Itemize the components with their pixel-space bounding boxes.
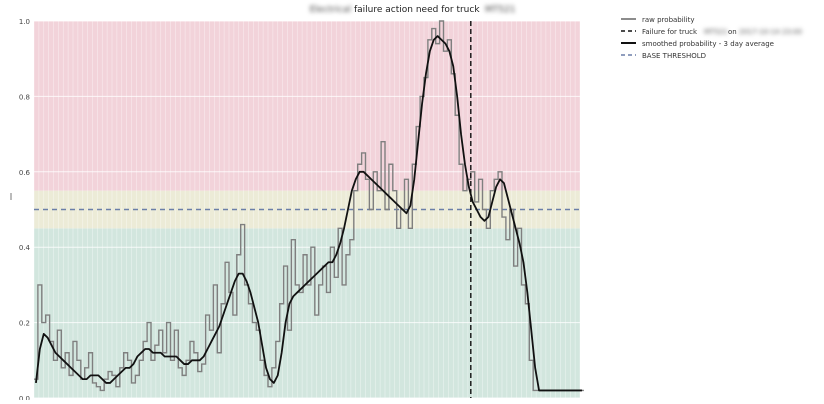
title-redacted-prefix: Electrical xyxy=(310,5,351,15)
legend-entry-raw: raw probability xyxy=(621,16,694,24)
title-redacted-suffix: MT521 xyxy=(485,5,515,15)
legend-label-failure-redacted-1: MT521 xyxy=(704,28,728,36)
legend-label-failure-redacted-2: 2017-10-14 23:00 xyxy=(739,28,802,36)
y-tick-label: 1.0 xyxy=(19,18,30,26)
legend-entry-threshold: BASE THRESHOLD xyxy=(621,52,706,60)
series-layer xyxy=(34,20,584,392)
legend-label-failure-prefix: Failure for truck xyxy=(642,28,698,36)
raw-probability-line xyxy=(34,20,584,392)
y-tick-label: 0.8 xyxy=(19,93,30,101)
smoothed-probability-line xyxy=(35,35,582,392)
y-tick-label: 0.4 xyxy=(19,244,31,252)
chart-title: Electrical failure action need for truck… xyxy=(310,5,516,15)
legend-label-failure-mid: on xyxy=(728,28,737,36)
legend: raw probability Failure for truck MT521 … xyxy=(621,16,802,60)
y-tick-label: 0.0 xyxy=(19,395,30,400)
y-ticks: 0.0 0.2 0.4 0.6 0.8 1.0 xyxy=(19,18,31,403)
legend-label-threshold: BASE THRESHOLD xyxy=(642,52,706,60)
y-tick-label: 0.2 xyxy=(19,320,30,328)
legend-label-raw: raw probability xyxy=(642,16,694,24)
title-main: failure action need for truck xyxy=(354,5,480,15)
y-tick-label: 0.6 xyxy=(19,169,31,177)
legend-entry-failure: Failure for truck MT521 on 2017-10-14 23… xyxy=(621,28,802,36)
legend-label-smoothed: smoothed probability - 3 day average xyxy=(642,40,774,48)
legend-entry-smoothed: smoothed probability - 3 day average xyxy=(621,40,774,48)
